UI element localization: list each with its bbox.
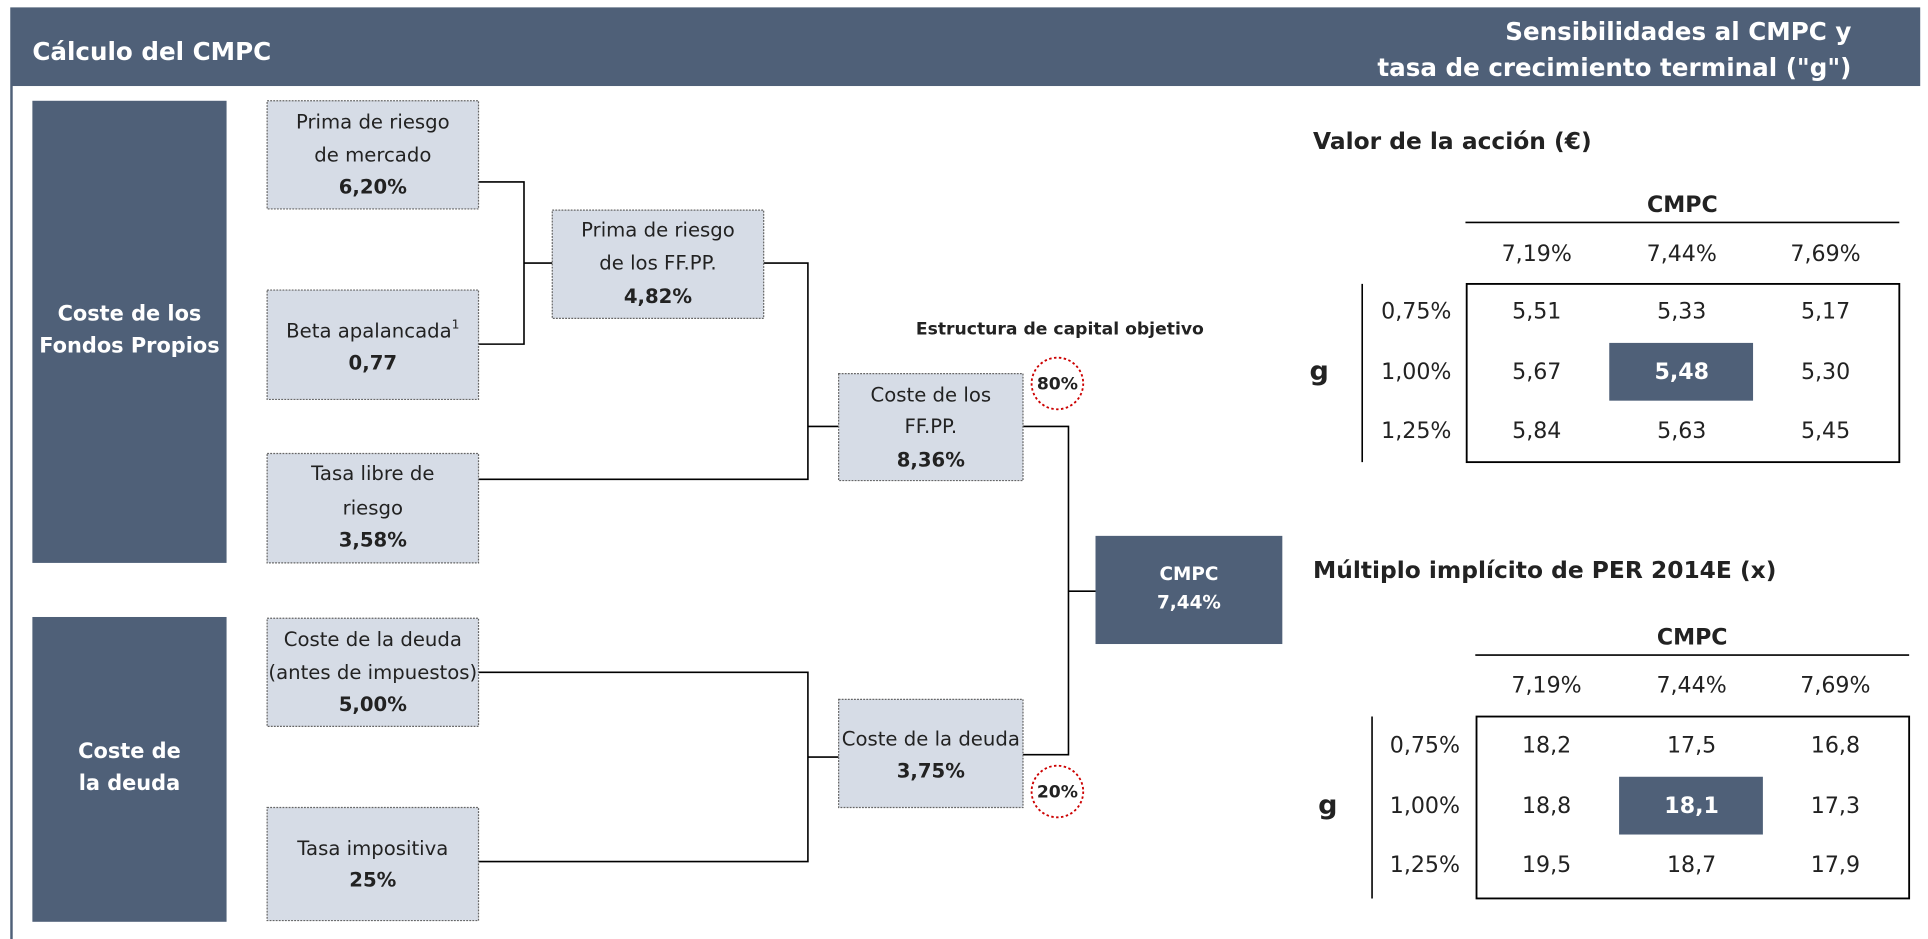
section-box xyxy=(32,100,227,563)
node-label: (antes de impuestos) xyxy=(268,661,477,684)
row-label: 1,00% xyxy=(1390,793,1460,819)
row-label: 1,00% xyxy=(1381,359,1451,385)
table-cell: 5,67 xyxy=(1512,359,1561,385)
section-label: la deuda xyxy=(79,771,181,795)
footnote: 1 xyxy=(452,317,460,331)
table-cell: 5,17 xyxy=(1801,299,1850,325)
table-cell: 5,30 xyxy=(1801,359,1850,385)
section-label: Coste de los xyxy=(58,302,202,326)
header-right-title: tasa de crecimiento terminal ("g") xyxy=(1377,53,1851,82)
weight-label: 80% xyxy=(1037,375,1078,395)
node-box xyxy=(266,452,480,564)
section-label: Fondos Propios xyxy=(39,334,219,358)
row-label: 1,25% xyxy=(1381,418,1451,444)
node-box xyxy=(266,289,480,401)
node-box xyxy=(838,698,1024,809)
node-box xyxy=(266,100,480,210)
table-cell: 18,1 xyxy=(1664,793,1719,819)
table-cell: 5,33 xyxy=(1657,299,1706,325)
node-label: de los FF.PP. xyxy=(599,252,716,275)
column-label: 7,19% xyxy=(1502,241,1572,267)
table-cell: 18,7 xyxy=(1667,852,1716,878)
table-cell: 5,63 xyxy=(1657,418,1706,444)
node-label: Coste de la deuda xyxy=(284,628,462,651)
node-label: Coste de los xyxy=(871,383,992,406)
node-box xyxy=(838,373,1024,482)
table-title: Múltiplo implícito de PER 2014E (x) xyxy=(1313,556,1776,584)
table-cell: 17,3 xyxy=(1811,793,1860,819)
column-label: 7,69% xyxy=(1800,672,1870,698)
weight-circle xyxy=(1030,356,1085,411)
node-box xyxy=(266,806,480,922)
column-header: CMPC xyxy=(1657,624,1728,650)
node-box xyxy=(551,209,765,319)
node-value: 6,20% xyxy=(339,176,407,199)
table-box xyxy=(1475,715,1911,900)
highlight-cell xyxy=(1609,342,1754,401)
table-cell: 5,48 xyxy=(1654,359,1709,385)
section-box xyxy=(32,616,227,922)
node-label: Tasa libre de xyxy=(310,462,434,485)
row-header: g xyxy=(1310,356,1329,387)
result-value: 7,44% xyxy=(1157,592,1221,613)
weight-label: 20% xyxy=(1037,783,1078,803)
table-cell: 5,84 xyxy=(1512,418,1561,444)
header-band xyxy=(10,7,1921,87)
connectors xyxy=(478,181,1096,863)
structure-title: Estructura de capital objetivo xyxy=(916,319,1204,339)
table-cell: 19,5 xyxy=(1522,852,1571,878)
node-label: Tasa impositiva xyxy=(296,837,448,860)
table-box xyxy=(1465,282,1901,464)
node-label: Prima de riesgo xyxy=(581,219,735,242)
node-value: 8,36% xyxy=(897,448,965,471)
table-cell: 18,8 xyxy=(1522,793,1571,819)
node-value: 4,82% xyxy=(624,285,692,308)
node-value: 5,00% xyxy=(339,693,407,716)
row-header: g xyxy=(1318,790,1337,821)
result-box xyxy=(1095,535,1283,645)
column-header: CMPC xyxy=(1647,192,1718,218)
row-label: 1,25% xyxy=(1390,852,1460,878)
node-label: Beta apalancada1 xyxy=(286,317,459,342)
node-label: Coste de la deuda xyxy=(842,727,1020,750)
table-cell: 16,8 xyxy=(1811,733,1860,759)
column-label: 7,19% xyxy=(1511,672,1581,698)
table-cell: 17,5 xyxy=(1667,733,1716,759)
row-label: 0,75% xyxy=(1381,299,1451,325)
result-label: CMPC xyxy=(1159,564,1218,585)
node-value: 3,58% xyxy=(339,528,407,551)
node-value: 0,77 xyxy=(349,351,398,374)
table-title: Valor de la acción (€) xyxy=(1313,127,1592,155)
node-value: 25% xyxy=(349,869,396,892)
node-box xyxy=(266,617,480,727)
weight-circle xyxy=(1030,764,1085,819)
table-cell: 5,51 xyxy=(1512,299,1561,325)
table-cell: 17,9 xyxy=(1811,852,1860,878)
column-label: 7,69% xyxy=(1790,241,1860,267)
node-label: riesgo xyxy=(343,496,403,519)
table-cell: 5,45 xyxy=(1801,418,1850,444)
section-label: Coste de xyxy=(78,739,181,763)
column-label: 7,44% xyxy=(1656,672,1726,698)
column-label: 7,44% xyxy=(1647,241,1717,267)
table-cell: 18,2 xyxy=(1522,733,1571,759)
row-label: 0,75% xyxy=(1390,733,1460,759)
node-label: Prima de riesgo xyxy=(296,110,450,133)
node-label: FF.PP. xyxy=(905,415,958,438)
header-title: Cálculo del CMPC xyxy=(32,37,271,66)
node-label: de mercado xyxy=(314,144,431,167)
highlight-cell xyxy=(1619,776,1763,835)
header-right-title: Sensibilidades al CMPC y xyxy=(1505,17,1851,46)
node-value: 3,75% xyxy=(897,759,965,782)
